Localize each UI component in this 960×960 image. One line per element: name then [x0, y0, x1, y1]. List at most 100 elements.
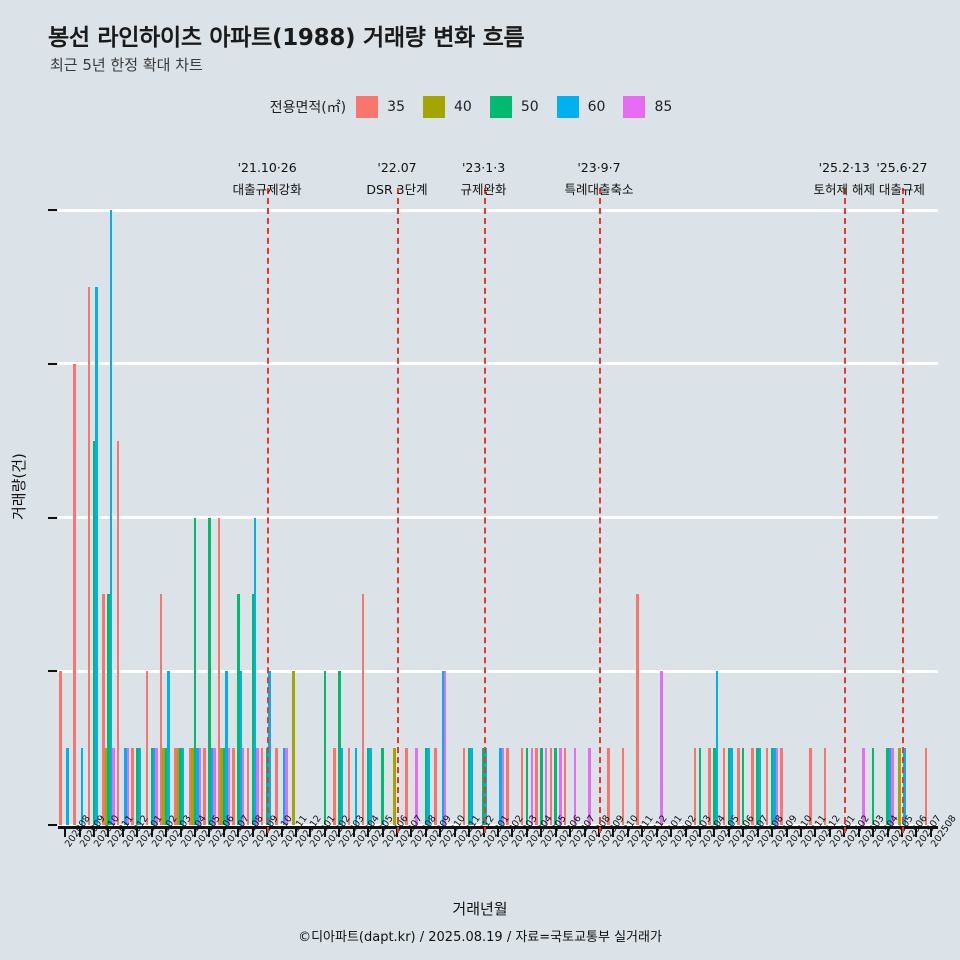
bar-202109-50[interactable] — [251, 594, 254, 825]
bar-group-202207[interactable] — [390, 210, 404, 825]
bar-group-202201[interactable] — [303, 210, 317, 825]
bar-202107-40[interactable] — [220, 748, 223, 825]
bar-202105-60[interactable] — [196, 748, 199, 825]
bar-202205-50[interactable] — [366, 748, 370, 825]
bar-group-202203[interactable] — [332, 210, 346, 825]
bar-group-202404[interactable] — [693, 210, 707, 825]
bar-202011-85[interactable] — [112, 748, 115, 825]
bar-202508-35[interactable] — [924, 748, 928, 825]
bar-202505-85[interactable] — [891, 748, 894, 825]
bar-202406-60[interactable] — [730, 748, 733, 825]
bar-202103-50[interactable] — [164, 748, 168, 825]
bar-202102-60[interactable] — [152, 748, 156, 825]
bar-group-202304[interactable] — [520, 210, 534, 825]
bar-202011-50[interactable] — [107, 594, 110, 825]
bar-202409-85[interactable] — [775, 748, 779, 825]
bar-202106-50[interactable] — [208, 517, 211, 825]
bar-202407-35[interactable] — [737, 748, 740, 825]
bar-group-202505[interactable] — [880, 210, 894, 825]
bar-202305-85[interactable] — [544, 748, 548, 825]
bar-group-202409[interactable] — [765, 210, 779, 825]
bar-202407-50[interactable] — [742, 748, 745, 825]
bar-group-202106[interactable] — [202, 210, 216, 825]
bar-group-202008[interactable] — [58, 210, 72, 825]
bar-202312-35[interactable] — [636, 594, 639, 825]
bar-202308-85[interactable] — [588, 748, 591, 825]
bar-202104-40[interactable] — [176, 748, 180, 825]
bar-group-202303[interactable] — [505, 210, 519, 825]
bar-202204-60[interactable] — [354, 748, 358, 825]
bar-202506-60[interactable] — [903, 748, 906, 825]
bar-202212-50[interactable] — [467, 748, 471, 825]
bar-202301-60[interactable] — [484, 748, 488, 825]
bar-group-202101[interactable] — [130, 210, 144, 825]
bar-202012-85[interactable] — [126, 748, 130, 825]
bar-202103-60[interactable] — [167, 671, 170, 825]
bar-202112-40[interactable] — [292, 671, 295, 825]
bar-202110-60[interactable] — [268, 671, 271, 825]
bar-group-202103[interactable] — [159, 210, 173, 825]
bar-group-202411[interactable] — [794, 210, 808, 825]
bar-group-202508[interactable] — [924, 210, 938, 825]
bar-group-202206[interactable] — [375, 210, 389, 825]
bar-group-202011[interactable] — [101, 210, 115, 825]
bar-group-202412[interactable] — [808, 210, 822, 825]
bar-202110-35[interactable] — [260, 748, 264, 825]
bar-202203-35[interactable] — [333, 748, 336, 825]
bar-202011-35[interactable] — [102, 594, 105, 825]
bar-202103-35[interactable] — [160, 594, 163, 825]
bar-202210-85[interactable] — [443, 671, 447, 825]
bar-202011-40[interactable] — [104, 748, 108, 825]
bar-group-202012[interactable] — [116, 210, 130, 825]
bar-group-202403[interactable] — [678, 210, 692, 825]
bar-202102-85[interactable] — [155, 748, 158, 825]
bar-202109-60[interactable] — [253, 517, 257, 825]
bar-202203-50[interactable] — [338, 671, 341, 825]
bar-202104-60[interactable] — [181, 748, 185, 825]
bar-202305-50[interactable] — [540, 748, 543, 825]
bar-202304-35[interactable] — [520, 748, 524, 825]
bar-group-202010[interactable] — [87, 210, 101, 825]
bar-202205-60[interactable] — [369, 748, 372, 825]
bar-202008-60[interactable] — [66, 748, 69, 825]
bar-202306-35[interactable] — [549, 748, 552, 825]
bar-group-202311[interactable] — [621, 210, 635, 825]
bar-202205-35[interactable] — [361, 594, 365, 825]
bar-202111-35[interactable] — [275, 748, 278, 825]
bar-202408-60[interactable] — [758, 748, 762, 825]
bar-group-202501[interactable] — [823, 210, 837, 825]
bar-group-202310[interactable] — [606, 210, 620, 825]
bar-group-202405[interactable] — [707, 210, 721, 825]
bar-202010-35[interactable] — [87, 286, 91, 825]
bar-202209-50[interactable] — [424, 748, 428, 825]
bar-202010-50[interactable] — [92, 440, 96, 825]
legend-item-50[interactable]: 50 — [489, 96, 553, 118]
bar-202401-85[interactable] — [660, 671, 663, 825]
bar-group-202009[interactable] — [72, 210, 86, 825]
bar-202107-50[interactable] — [222, 748, 226, 825]
bar-202106-60[interactable] — [210, 748, 214, 825]
bar-group-202306[interactable] — [548, 210, 562, 825]
bar-202106-85[interactable] — [213, 748, 216, 825]
bar-202405-50[interactable] — [713, 748, 716, 825]
bar-group-202209[interactable] — [419, 210, 433, 825]
bar-202208-85[interactable] — [415, 748, 418, 825]
bar-group-202308[interactable] — [577, 210, 591, 825]
bar-group-202307[interactable] — [563, 210, 577, 825]
bar-202405-60[interactable] — [715, 671, 719, 825]
bar-202101-50[interactable] — [136, 748, 139, 825]
bar-group-202211[interactable] — [448, 210, 462, 825]
bar-202404-35[interactable] — [693, 748, 697, 825]
bar-202108-35[interactable] — [232, 748, 235, 825]
bar-202108-60[interactable] — [239, 671, 243, 825]
bar-202304-50[interactable] — [525, 748, 529, 825]
bar-group-202111[interactable] — [274, 210, 288, 825]
bar-202408-50[interactable] — [756, 748, 759, 825]
bar-202210-60[interactable] — [441, 671, 444, 825]
bar-group-202410[interactable] — [779, 210, 793, 825]
legend-item-85[interactable]: 85 — [623, 96, 686, 118]
bar-group-202305[interactable] — [534, 210, 548, 825]
bar-group-202507[interactable] — [909, 210, 923, 825]
bar-202105-50[interactable] — [193, 517, 197, 825]
bar-group-202110[interactable] — [260, 210, 274, 825]
